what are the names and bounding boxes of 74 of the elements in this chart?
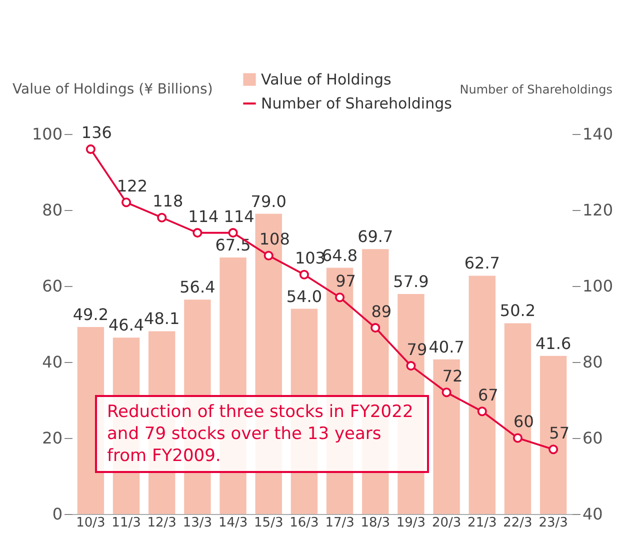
x-tick-label: 17/3: [325, 516, 354, 530]
bar: [468, 276, 496, 514]
data-label: 57: [549, 423, 570, 442]
y-tick-label: 40: [42, 352, 62, 372]
data-label: 40.7: [428, 337, 464, 356]
data-label: 49.2: [72, 305, 108, 324]
x-tick-label: 11/3: [112, 516, 141, 530]
bar: [540, 356, 567, 514]
data-label: 57.9: [393, 272, 429, 291]
y2-tick-label: 100: [582, 276, 614, 296]
data-label: 89: [371, 302, 392, 321]
data-label: 79: [406, 340, 428, 359]
data-label: 62.7: [464, 254, 500, 273]
x-tick-label: 15/3: [254, 516, 284, 530]
data-label: 48.1: [144, 309, 180, 328]
data-label: 56.4: [180, 278, 216, 297]
point: [299, 270, 309, 280]
data-label: 118: [152, 192, 184, 211]
y-tick-label: 100: [32, 124, 62, 144]
bar: [504, 323, 532, 514]
y2-tick-label: 80: [582, 352, 603, 372]
point: [442, 388, 452, 398]
data-label: 122: [116, 176, 148, 196]
data-label: 50.2: [500, 301, 536, 320]
y-axis-title: Value of Holdings (¥ Billions): [12, 82, 213, 98]
data-label: 103: [294, 248, 326, 268]
x-tick-label: 19/3: [396, 516, 426, 530]
x-tick-label: 16/3: [290, 516, 319, 530]
data-label: 54.0: [286, 286, 322, 306]
x-tick-label: 20/3: [432, 516, 462, 530]
x-tick-label: 14/3: [218, 516, 248, 530]
point: [192, 228, 202, 238]
point: [157, 212, 167, 222]
y-tick-label: 0: [52, 504, 62, 524]
data-label: 41.6: [536, 334, 572, 353]
data-label: 108: [259, 230, 290, 249]
bar: [433, 359, 460, 514]
y2-tick-label: 40: [582, 504, 603, 524]
y-tick-label: 20: [42, 428, 62, 448]
data-label: 46.4: [108, 316, 144, 335]
annotation: Reduction of three stocks in FY2022 and 79 stocks over the 13 years from FY2009.: [95, 395, 429, 473]
data-label: 72: [442, 366, 463, 386]
x-tick-label: 23/3: [538, 516, 568, 530]
data-label: 60: [514, 412, 534, 431]
data-label: 97: [336, 271, 356, 290]
point: [548, 444, 558, 454]
y2-tick-label: 140: [582, 124, 614, 144]
x-tick-label: 13/3: [182, 516, 212, 530]
x-tick-label: 18/3: [360, 516, 390, 530]
y2-axis-title: Number of Shareholdings: [460, 82, 612, 96]
data-label: 114: [188, 206, 219, 226]
point: [228, 228, 238, 238]
x-tick-label: 12/3: [147, 516, 176, 530]
point: [86, 144, 96, 154]
point: [370, 323, 380, 333]
point: [512, 433, 523, 443]
x-tick-label: 21/3: [468, 516, 497, 530]
y2-tick-label: 120: [582, 200, 614, 220]
point: [406, 361, 416, 371]
legend-label: Value of Holdings: [261, 70, 392, 88]
legend-label: Number of Shareholdings: [261, 94, 452, 112]
point: [335, 292, 345, 302]
point: [264, 250, 274, 260]
data-label: 67: [478, 385, 498, 404]
x-tick-label: 10/3: [76, 516, 106, 530]
data-label: 67.5: [215, 236, 251, 254]
y-tick-label: 80: [42, 200, 62, 220]
point: [477, 406, 487, 416]
data-label: 136: [81, 123, 112, 142]
y2-tick-label: 60: [582, 428, 603, 448]
point: [121, 198, 132, 208]
y-tick-label: 60: [42, 276, 62, 296]
data-label: 69.7: [358, 227, 394, 246]
x-tick-label: 22/3: [503, 516, 532, 530]
